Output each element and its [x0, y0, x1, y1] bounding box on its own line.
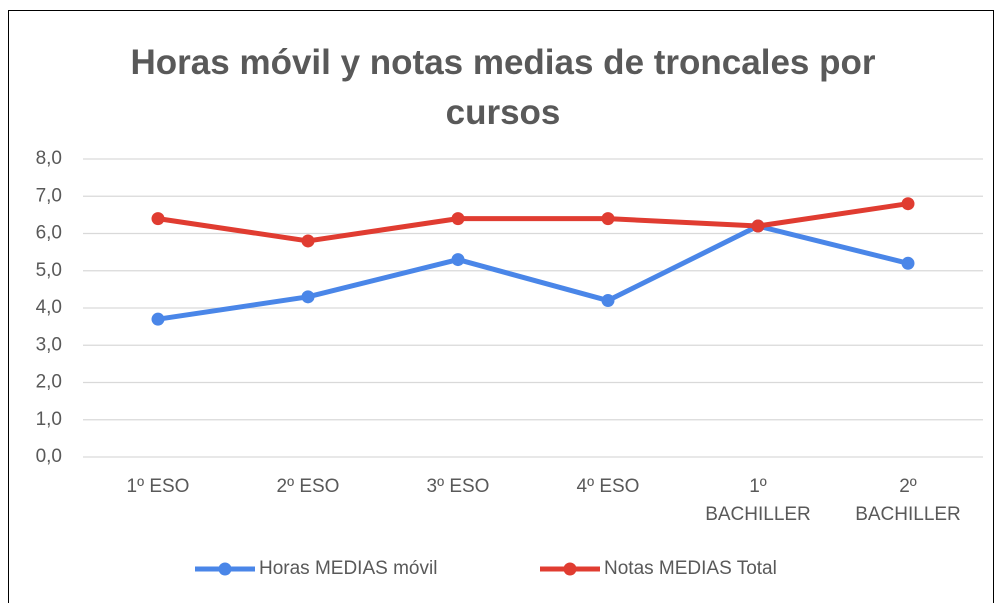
x-tick-label: 1º ESO: [127, 476, 190, 497]
y-tick-label: 2,0: [36, 372, 62, 393]
x-tick-label: 2º BACHILLER: [855, 476, 961, 525]
point: [901, 197, 915, 211]
point: [451, 212, 465, 226]
point: [601, 294, 615, 308]
point: [451, 253, 465, 267]
point: [601, 212, 615, 226]
y-tick-label: 4,0: [36, 297, 62, 318]
point: [301, 234, 315, 248]
legend-marker: [218, 562, 232, 576]
series-line: [157, 201, 909, 244]
legend-label: Horas MEDIAS móvil: [259, 558, 437, 579]
x-tick-label: 1º BACHILLER: [705, 476, 811, 525]
y-tick-label: 8,0: [36, 148, 62, 169]
chart-frame: [8, 10, 994, 603]
y-tick-label: 5,0: [36, 260, 62, 281]
y-tick-label: 3,0: [36, 334, 62, 355]
y-tick-label: 1,0: [36, 409, 62, 430]
x-tick-label: 2º ESO: [277, 476, 340, 497]
point: [751, 219, 765, 233]
chart-title: Horas móvil y notas medias de troncales …: [130, 43, 876, 132]
legend-marker: [563, 562, 577, 576]
y-tick-label: 7,0: [36, 185, 62, 206]
point: [301, 290, 315, 304]
x-tick-label: 3º ESO: [427, 476, 490, 497]
x-tick-label: 4º ESO: [577, 476, 640, 497]
y-tick-label: 6,0: [36, 223, 62, 244]
legend-label: Notas MEDIAS Total: [604, 558, 777, 579]
point: [901, 256, 915, 270]
point: [151, 312, 165, 326]
series-line: [157, 223, 909, 322]
y-tick-label: 0,0: [36, 446, 62, 467]
point: [151, 212, 165, 226]
